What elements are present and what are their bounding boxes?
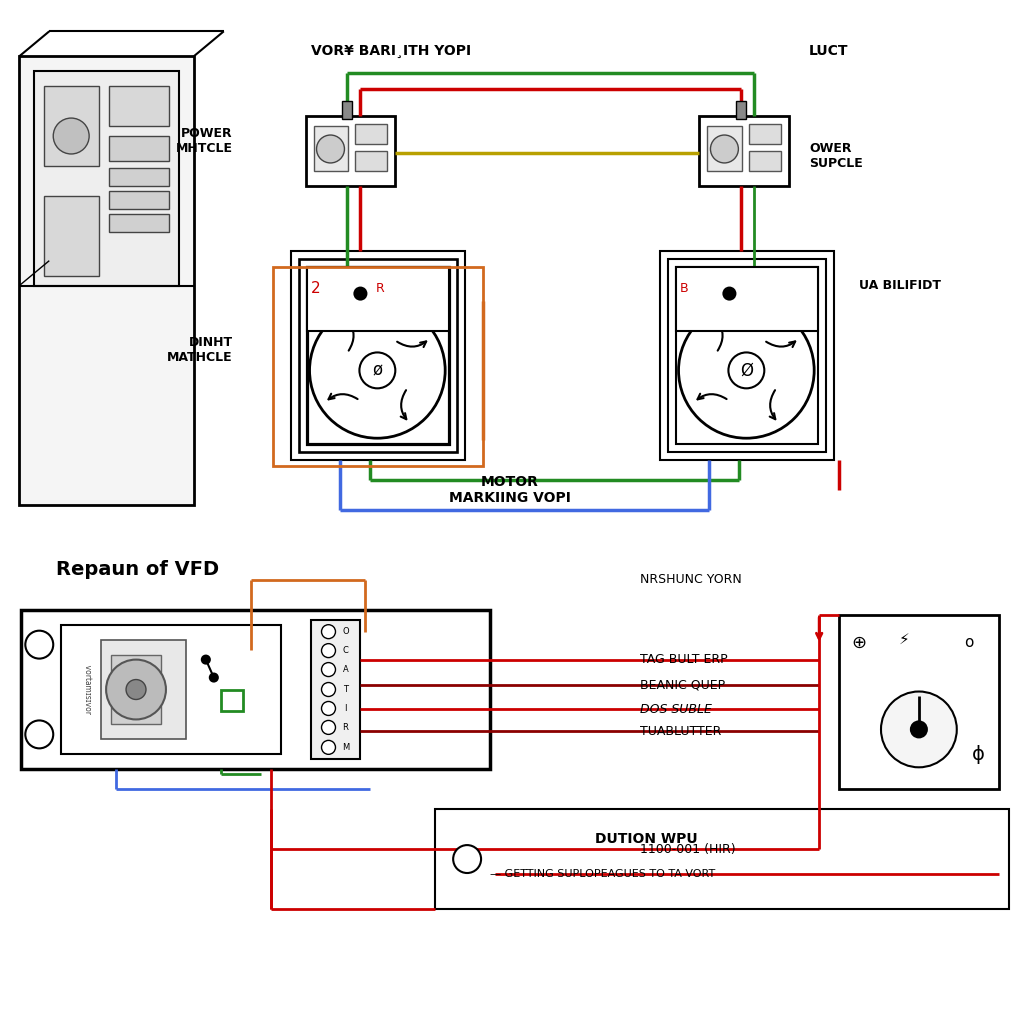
Bar: [101, 640, 186, 739]
Bar: [676, 266, 818, 332]
Text: O: O: [342, 627, 349, 636]
Bar: [313, 126, 348, 171]
Bar: [34, 72, 179, 286]
Bar: [44, 196, 99, 275]
Text: R: R: [376, 282, 385, 295]
Bar: [342, 101, 352, 119]
Bar: [22, 609, 490, 769]
Text: DOS SUBLE: DOS SUBLE: [640, 702, 712, 716]
Bar: [355, 124, 387, 144]
Circle shape: [354, 288, 367, 300]
Bar: [676, 266, 818, 444]
Bar: [19, 56, 194, 505]
Text: TAG BULT ERP: TAG BULT ERP: [640, 653, 727, 666]
Bar: [306, 266, 450, 332]
Bar: [299, 259, 457, 453]
Circle shape: [359, 352, 395, 388]
Text: ø: ø: [373, 361, 382, 379]
Bar: [110, 168, 169, 186]
Text: POWER
MHTCLE: POWER MHTCLE: [176, 127, 232, 155]
Text: MOTOR
MARKIING VOPI: MOTOR MARKIING VOPI: [450, 475, 571, 505]
Circle shape: [309, 302, 445, 438]
Circle shape: [26, 721, 53, 749]
Circle shape: [881, 691, 956, 767]
Bar: [750, 124, 781, 144]
Bar: [111, 654, 161, 724]
Bar: [659, 251, 835, 460]
Text: 2: 2: [310, 282, 321, 296]
Bar: [44, 86, 99, 166]
Text: ⊕: ⊕: [852, 634, 866, 651]
Text: I: I: [344, 703, 347, 713]
Bar: [272, 266, 483, 466]
Text: VOR¥ BARI¸ITH YOPI: VOR¥ BARI¸ITH YOPI: [310, 44, 471, 58]
Text: Ø: Ø: [740, 361, 753, 379]
Circle shape: [679, 302, 814, 438]
Circle shape: [911, 722, 927, 737]
Bar: [750, 151, 781, 171]
Text: ɹoʌɪsɪɯɐʇɹoʌ: ɹoʌɪsɪɯɐʇɹoʌ: [85, 665, 93, 714]
Circle shape: [322, 721, 336, 734]
Text: R: R: [342, 723, 348, 732]
Text: M: M: [342, 742, 349, 752]
Bar: [310, 620, 360, 760]
Circle shape: [723, 288, 735, 300]
Circle shape: [322, 625, 336, 639]
Bar: [110, 86, 169, 126]
Circle shape: [106, 659, 166, 720]
Circle shape: [322, 644, 336, 657]
Circle shape: [322, 701, 336, 716]
Text: A: A: [343, 665, 348, 674]
Bar: [291, 251, 465, 460]
Circle shape: [210, 674, 218, 682]
Bar: [668, 259, 826, 453]
Text: UA BILIFIDT: UA BILIFIDT: [859, 280, 941, 292]
Bar: [306, 266, 450, 444]
Text: OWER
SUPCLE: OWER SUPCLE: [809, 142, 863, 170]
Bar: [110, 136, 169, 161]
Bar: [355, 151, 387, 171]
Circle shape: [711, 135, 738, 163]
Text: B: B: [680, 282, 689, 295]
Bar: [110, 190, 169, 209]
Bar: [110, 214, 169, 231]
Text: BEANIC QUEP: BEANIC QUEP: [640, 678, 725, 691]
Text: 1100-001 (HIR): 1100-001 (HIR): [640, 843, 735, 856]
Bar: [699, 116, 790, 186]
Circle shape: [53, 118, 89, 154]
Text: C: C: [342, 646, 348, 655]
Text: — GETTING SUPLOPEAGUES TO TA VORT: — GETTING SUPLOPEAGUES TO TA VORT: [490, 869, 716, 879]
Bar: [435, 809, 1009, 909]
Circle shape: [728, 352, 764, 388]
Text: DUTION WPU: DUTION WPU: [595, 833, 697, 846]
Bar: [305, 116, 395, 186]
Circle shape: [322, 663, 336, 677]
Text: DINHT
MATHCLE: DINHT MATHCLE: [167, 337, 232, 365]
Circle shape: [454, 845, 481, 873]
Bar: [221, 689, 243, 712]
Text: NRSHUNC YORN: NRSHUNC YORN: [640, 573, 741, 587]
Text: o: o: [964, 635, 974, 650]
Text: ⚡: ⚡: [898, 632, 909, 647]
Text: ϕ: ϕ: [973, 744, 985, 764]
Text: Repaun of VFD: Repaun of VFD: [56, 560, 219, 579]
Circle shape: [26, 631, 53, 658]
Bar: [839, 614, 998, 790]
Bar: [708, 126, 742, 171]
Bar: [736, 101, 746, 119]
Text: T: T: [343, 685, 348, 694]
Circle shape: [316, 135, 344, 163]
Text: TUABLUTTER: TUABLUTTER: [640, 725, 721, 738]
Circle shape: [126, 680, 146, 699]
Bar: [61, 625, 281, 755]
Circle shape: [322, 740, 336, 755]
Circle shape: [322, 683, 336, 696]
Circle shape: [202, 655, 210, 664]
Text: LUCT: LUCT: [809, 44, 849, 58]
